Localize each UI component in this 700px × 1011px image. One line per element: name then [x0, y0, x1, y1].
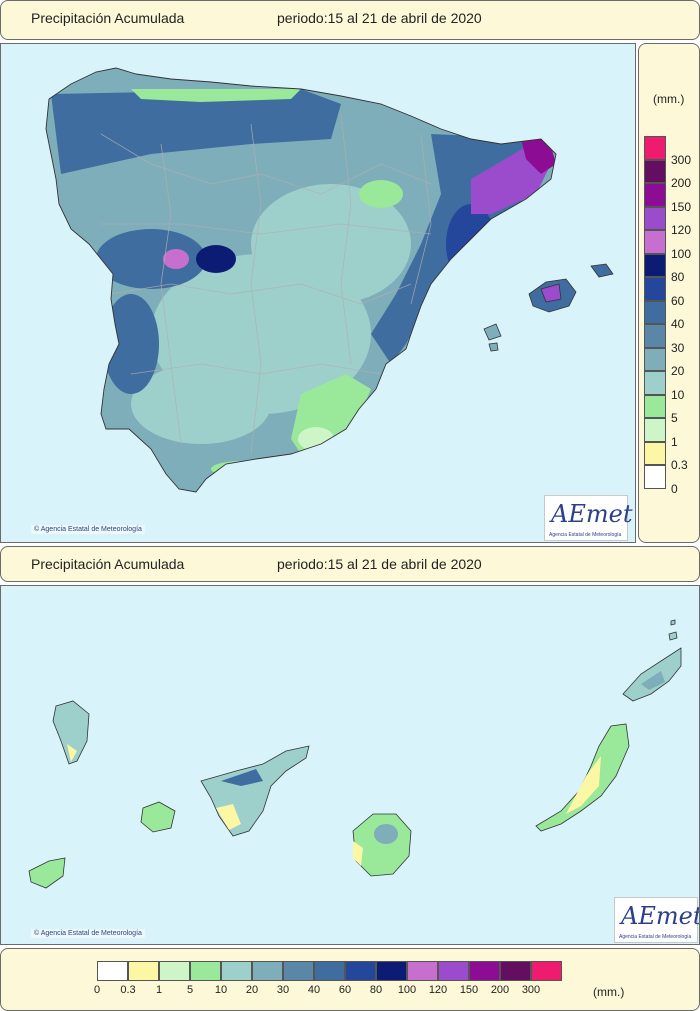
legend-h-swatch-0 [97, 961, 128, 981]
legend-h-swatch-5 [190, 961, 221, 981]
legend-h-swatch-20 [252, 961, 283, 981]
legend-h-label-10: 10 [214, 984, 228, 996]
legend-label-30: 30 [671, 340, 685, 355]
legend-h-swatch-150 [469, 961, 500, 981]
legend-swatch-1 [644, 418, 666, 442]
legend-label-300: 300 [671, 152, 692, 167]
legend-label-10: 10 [671, 387, 685, 402]
legend-label-0: 0 [671, 481, 678, 496]
map-title-canarias: Precipitación Acumulada [31, 556, 185, 572]
bottom-title-bar: Precipitación Acumulada periodo:15 al 21… [0, 546, 700, 582]
legend-h-swatch-10 [221, 961, 252, 981]
island-la-graciosa [668, 631, 678, 641]
legend-h-label-60: 60 [338, 984, 352, 996]
legend-swatch-300 [644, 136, 666, 160]
legend-h-swatch-1 [159, 961, 190, 981]
legend-swatch-120 [644, 206, 666, 230]
legend-h-label-300: 300 [521, 984, 541, 996]
baleares [483, 263, 614, 352]
credit-text-top: © Agencia Estatal de Meteorología [31, 525, 145, 534]
island-el-hierro [28, 857, 66, 889]
legend-label-1: 1 [671, 434, 678, 449]
legend-swatch-20 [644, 347, 666, 371]
legend-h-swatch-120 [438, 961, 469, 981]
map-period: periodo:15 al 21 de abril de 2020 [277, 10, 482, 26]
peninsula-map: © Agencia Estatal de Meteorología AEmet … [0, 43, 636, 543]
legend-label-40: 40 [671, 317, 685, 331]
legend-h-swatch-200 [500, 961, 531, 981]
legend-h-label-0: 0 [93, 984, 101, 996]
legend-h-swatch-60 [345, 961, 376, 981]
aemet-logo-bottom: AEmet Agencia Estatal de Meteorología [614, 897, 699, 943]
legend-label-0_3: 0.3 [671, 458, 688, 472]
legend-h-swatch-300 [531, 961, 562, 981]
legend-h-label-0_3: 0.3 [120, 984, 136, 996]
island-gran-canaria [352, 813, 412, 877]
legend-h-label-200: 200 [490, 984, 510, 996]
legend-h-label-40: 40 [307, 984, 321, 996]
legend-swatch-40 [644, 300, 666, 324]
legend-label-20: 20 [671, 364, 685, 378]
legend-label-80: 80 [671, 270, 685, 284]
legend-swatch-10 [644, 371, 666, 395]
legend-vertical: (mm.) 300 200 150 120 100 80 60 40 30 20 10 5 1 0.3 0 [638, 43, 700, 543]
legend-swatch-0 [644, 465, 666, 489]
legend-unit: (mm.) [653, 92, 685, 106]
legend-h-swatch-40 [314, 961, 345, 981]
map-title: Precipitación Acumulada [31, 10, 185, 26]
legend-h-label-20: 20 [245, 984, 259, 996]
legend-label-200: 200 [671, 176, 692, 190]
legend-label-60: 60 [671, 293, 685, 308]
legend-h-label-1: 1 [155, 984, 163, 996]
legend-h-label-80: 80 [369, 984, 383, 996]
credit-text-bottom: © Agencia Estatal de Meteorología [31, 929, 145, 938]
canarias-map: © Agencia Estatal de Meteorología AEmet … [0, 585, 700, 945]
island-lanzarote [622, 647, 682, 702]
top-title-bar: Precipitación Acumulada periodo:15 al 21… [0, 0, 700, 40]
copyright-icon: © [34, 930, 40, 937]
legend-label-120: 120 [671, 223, 692, 237]
legend-h-label-5: 5 [186, 984, 194, 996]
legend-h-label-150: 150 [459, 984, 479, 996]
legend-swatch-30 [644, 324, 666, 348]
legend-label-5: 5 [671, 411, 678, 425]
legend-label-150: 150 [671, 199, 692, 214]
legend-swatch-5 [644, 394, 666, 418]
peninsula-map-svg [45, 67, 614, 493]
canarias-map-svg [28, 619, 682, 889]
legend-unit-bottom: (mm.) [593, 985, 625, 999]
legend-h-swatch-30 [283, 961, 314, 981]
island-fuerteventura [535, 723, 630, 832]
island-tenerife [200, 745, 310, 837]
aemet-logo-top: AEmet Agencia Estatal de Meteorología [544, 495, 632, 541]
legend-h-swatch-80 [376, 961, 407, 981]
legend-h-swatch-0_3 [128, 961, 159, 981]
legend-swatch-0_3 [644, 441, 666, 465]
legend-h-label-100: 100 [397, 984, 417, 996]
legend-h-swatch-100 [407, 961, 438, 981]
island-la-gomera [140, 801, 176, 833]
map-period-canarias: periodo:15 al 21 de abril de 2020 [277, 556, 482, 572]
legend-swatch-60 [644, 277, 666, 301]
legend-swatch-80 [644, 253, 666, 277]
legend-h-label-120: 120 [428, 984, 448, 996]
legend-swatch-100 [644, 230, 666, 254]
legend-swatch-200 [644, 159, 666, 183]
legend-h-label-30: 30 [276, 984, 290, 996]
legend-label-100: 100 [671, 246, 692, 261]
legend-horizontal: (mm.) 0 0.3 1 5 10 20 30 40 60 80 100 120 150 200 300 [0, 948, 700, 1011]
island-la-palma [52, 700, 90, 765]
legend-swatch-150 [644, 183, 666, 207]
copyright-icon: © [34, 526, 40, 533]
